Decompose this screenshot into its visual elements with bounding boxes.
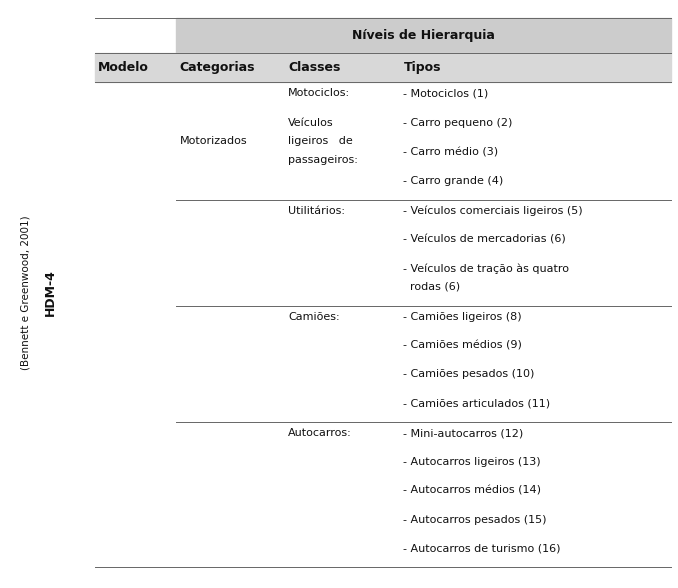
Text: - Mini-autocarros (12): - Mini-autocarros (12) <box>403 428 523 438</box>
Text: - Autocarros ligeiros (13): - Autocarros ligeiros (13) <box>403 457 541 467</box>
Text: Motociclos:: Motociclos: <box>288 88 351 98</box>
Text: - Autocarros médios (14): - Autocarros médios (14) <box>403 486 542 496</box>
Text: passageiros:: passageiros: <box>288 155 358 165</box>
Text: Utilitários:: Utilitários: <box>288 206 345 216</box>
Text: Autocarros:: Autocarros: <box>288 428 352 438</box>
Text: (Bennett e Greenwood, 2001): (Bennett e Greenwood, 2001) <box>21 215 31 370</box>
Text: ligeiros   de: ligeiros de <box>288 136 353 146</box>
Text: Classes: Classes <box>288 61 340 74</box>
Text: Veículos: Veículos <box>288 118 334 128</box>
Text: - Carro grande (4): - Carro grande (4) <box>403 176 504 186</box>
Text: - Camiões pesados (10): - Camiões pesados (10) <box>403 369 535 379</box>
Text: - Autocarros de turismo (16): - Autocarros de turismo (16) <box>403 543 561 553</box>
Text: - Autocarros pesados (15): - Autocarros pesados (15) <box>403 514 547 524</box>
Text: - Camiões médios (9): - Camiões médios (9) <box>403 340 522 350</box>
Text: - Carro médio (3): - Carro médio (3) <box>403 147 498 157</box>
Text: Modelo: Modelo <box>98 61 149 74</box>
Text: HDM-4: HDM-4 <box>44 269 58 316</box>
Text: Motorizados: Motorizados <box>180 136 247 146</box>
Text: - Carro pequeno (2): - Carro pequeno (2) <box>403 118 513 128</box>
Text: - Veículos de tração às quatro: - Veículos de tração às quatro <box>403 263 570 274</box>
Bar <box>176 18 671 53</box>
Text: - Veículos de mercadorias (6): - Veículos de mercadorias (6) <box>403 235 566 245</box>
Text: - Camiões ligeiros (8): - Camiões ligeiros (8) <box>403 312 522 322</box>
Text: - Motociclos (1): - Motociclos (1) <box>403 88 489 98</box>
Text: Níveis de Hierarquia: Níveis de Hierarquia <box>353 29 495 42</box>
Text: - Veículos comerciais ligeiros (5): - Veículos comerciais ligeiros (5) <box>403 206 583 216</box>
Text: Camiões:: Camiões: <box>288 312 340 322</box>
Text: - Camiões articulados (11): - Camiões articulados (11) <box>403 398 551 408</box>
Text: rodas (6): rodas (6) <box>403 282 460 292</box>
Bar <box>95 53 671 82</box>
Text: Tipos: Tipos <box>403 61 441 74</box>
Text: Categorias: Categorias <box>180 61 255 74</box>
